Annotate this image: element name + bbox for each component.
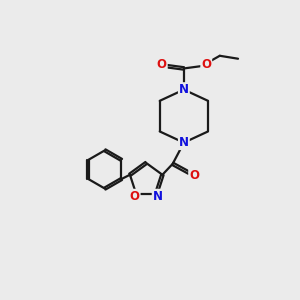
Text: N: N: [179, 136, 189, 149]
Text: N: N: [153, 190, 163, 203]
Text: O: O: [201, 58, 211, 71]
Text: O: O: [157, 58, 167, 71]
Text: N: N: [179, 83, 189, 96]
Text: O: O: [189, 169, 199, 182]
Text: O: O: [130, 190, 140, 203]
